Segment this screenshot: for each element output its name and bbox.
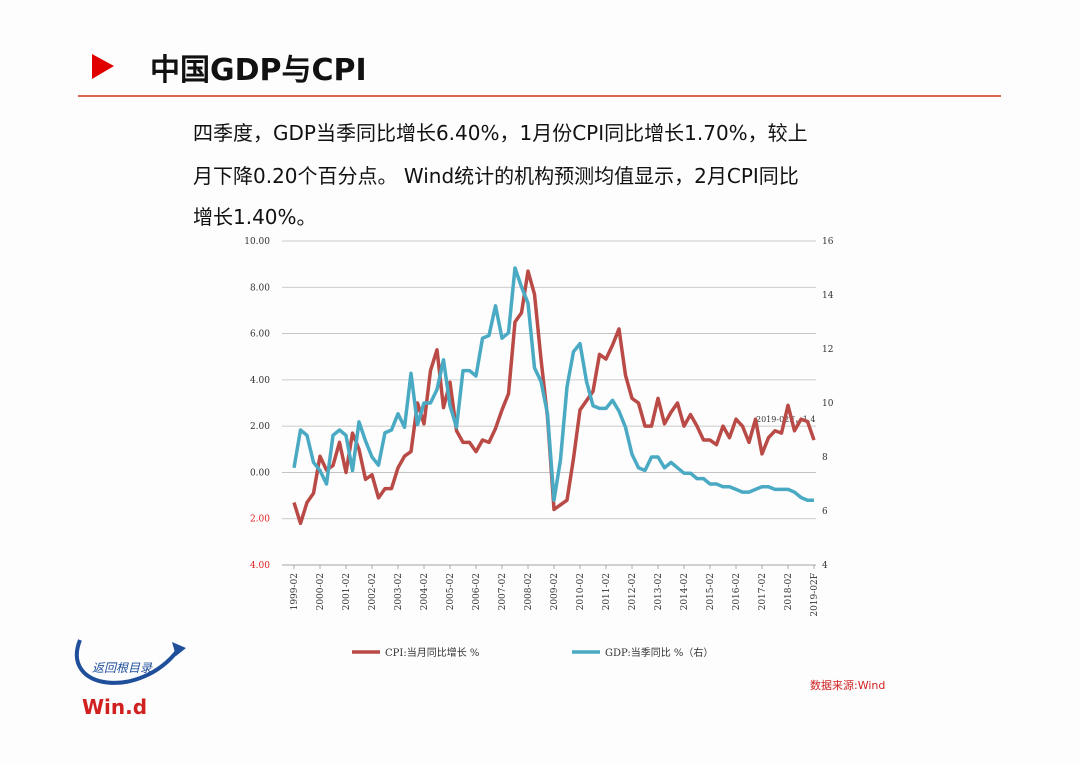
y2-tick-label: 16 xyxy=(822,237,834,247)
y-tick-label: 4.00 xyxy=(250,376,270,386)
title-marker xyxy=(92,54,114,79)
y2-tick-label: 14 xyxy=(822,291,834,301)
y-tick-label: 4.00 xyxy=(250,561,270,571)
paragraph-line: 月下降0.20个百分点。 Wind统计的机构预测均值显示，2月CPI同比 xyxy=(193,164,799,188)
x-tick-label: 2017-02 xyxy=(758,573,768,610)
x-tick-label: 2011-02 xyxy=(602,573,612,610)
series-line xyxy=(292,266,814,502)
title: 中国GDP与CPI xyxy=(150,53,367,88)
y2-tick-label: 10 xyxy=(822,399,834,409)
logo-arrow xyxy=(172,642,186,656)
x-tick-label: 2015-02 xyxy=(706,573,716,610)
x-tick-label: 2003-02 xyxy=(394,573,404,610)
x-tick-label: 2014-02 xyxy=(680,573,690,610)
y-tick-label: 2.00 xyxy=(250,422,270,432)
x-tick-label: 1999-02 xyxy=(290,573,300,610)
x-tick-label: 2012-02 xyxy=(628,573,638,610)
y2-tick-label: 4 xyxy=(822,561,828,571)
y-tick-label: 6.00 xyxy=(250,330,270,340)
y-tick-label: 10.00 xyxy=(244,237,270,247)
y-tick-label: 0.00 xyxy=(250,468,270,478)
y2-tick-label: 12 xyxy=(822,345,833,355)
x-tick-label: 2019-02F xyxy=(810,573,820,617)
x-tick-label: 2008-02 xyxy=(524,573,534,610)
y-tick-label: 2.00 xyxy=(250,515,270,525)
logo-brand: Win.d xyxy=(82,695,147,719)
x-tick-label: 2004-02 xyxy=(420,573,430,610)
x-tick-label: 2009-02 xyxy=(550,573,560,610)
logo-arc xyxy=(74,639,180,685)
paragraph-line: 增长1.40%。 xyxy=(193,205,317,229)
x-tick-label: 2001-02 xyxy=(342,573,352,610)
x-tick-label: 2007-02 xyxy=(498,573,508,610)
x-tick-label: 2002-02 xyxy=(368,573,378,610)
x-tick-label: 2006-02 xyxy=(472,573,482,610)
x-tick-label: 2010-02 xyxy=(576,573,586,610)
logo-text: 返回根目录 xyxy=(92,661,153,675)
x-tick-label: 2013-02 xyxy=(654,573,664,610)
x-tick-label: 2005-02 xyxy=(446,573,456,610)
source: 数据来源:Wind xyxy=(810,678,885,692)
series-line xyxy=(292,269,816,526)
paragraph-line: 四季度，GDP当季同比增长6.40%，1月份CPI同比增长1.70%，较上 xyxy=(193,121,808,145)
logo: 返回根目录 Win.d xyxy=(74,639,186,719)
y2-tick-label: 8 xyxy=(822,453,828,463)
x-tick-label: 2016-02 xyxy=(732,573,742,610)
y-tick-label: 8.00 xyxy=(250,283,270,293)
legend-label: CPI:当月同比增长 % xyxy=(385,646,479,659)
legend-label: GDP:当季同比 %（右） xyxy=(605,646,713,659)
y2-tick-label: 6 xyxy=(822,507,828,517)
x-tick-label: 2018-02 xyxy=(784,573,794,610)
x-tick-label: 2000-02 xyxy=(316,573,326,610)
